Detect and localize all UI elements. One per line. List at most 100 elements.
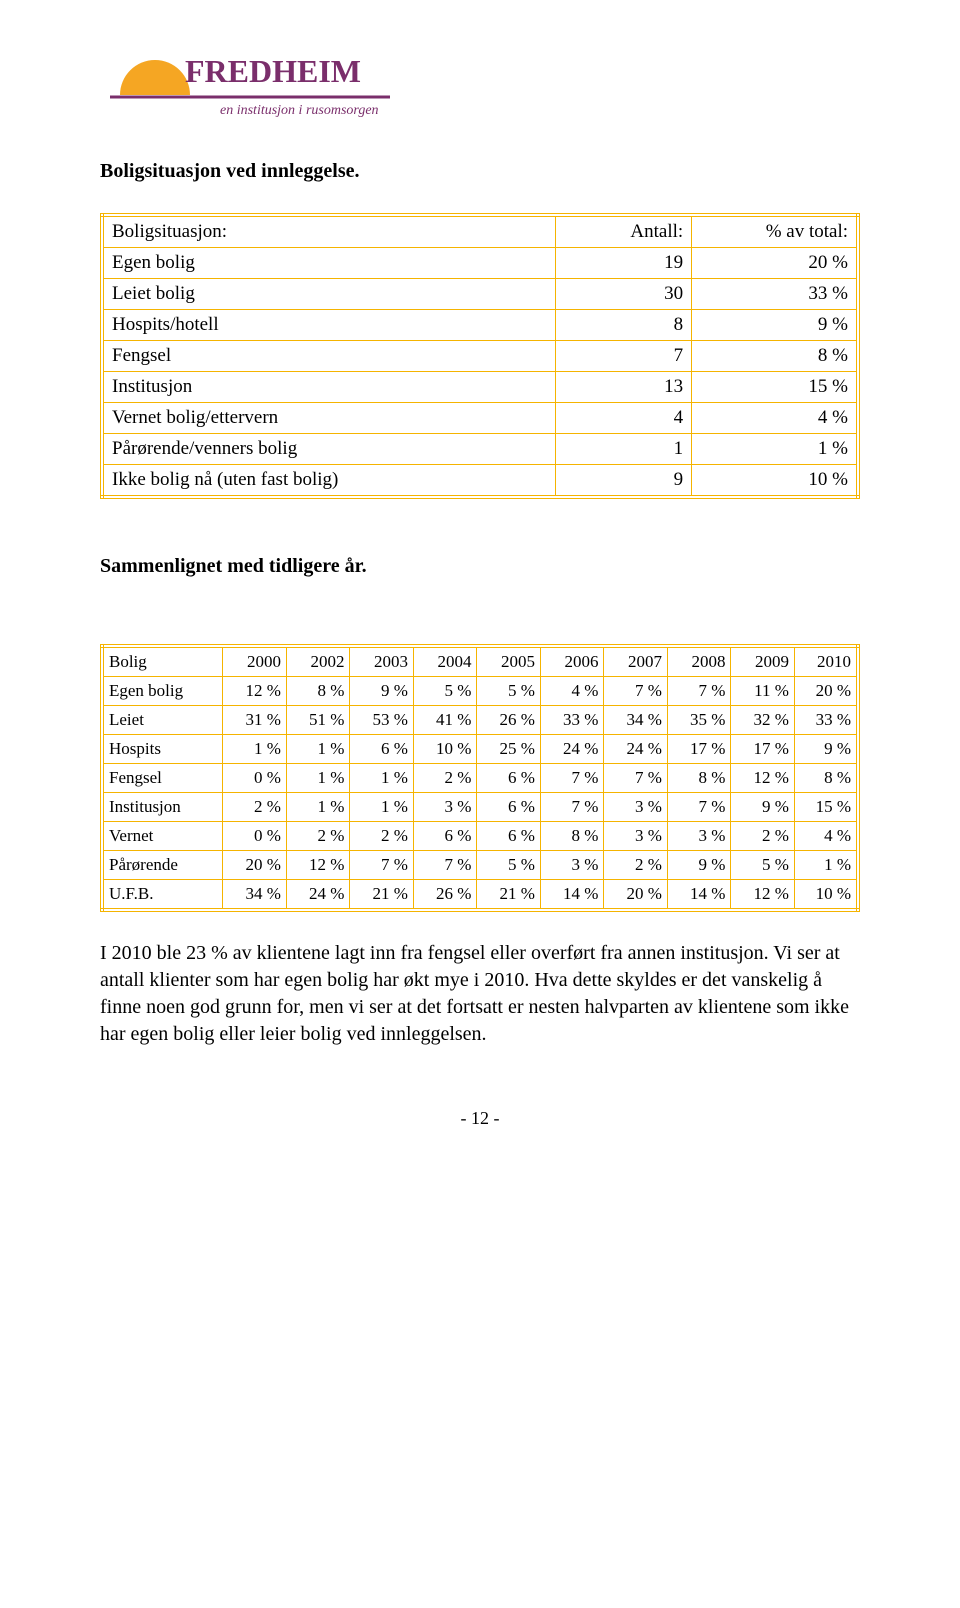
- page-number: - 12 -: [100, 1108, 860, 1129]
- table1-cell: 15 %: [692, 372, 858, 403]
- table1-cell: 8: [556, 310, 692, 341]
- table2-cell: 20 %: [604, 880, 668, 911]
- table2-cell: 3 %: [540, 851, 604, 880]
- table2-cell: 3 %: [413, 793, 477, 822]
- table-sammenlignet: Bolig20002002200320042005200620072008200…: [100, 644, 860, 912]
- table2-cell: 24 %: [604, 735, 668, 764]
- table2-cell: 9 %: [667, 851, 731, 880]
- sun-icon: [120, 60, 190, 95]
- table1-cell: Leiet bolig: [102, 279, 556, 310]
- table2-header-cell: Bolig: [102, 646, 223, 677]
- table2-cell: 34 %: [223, 880, 287, 911]
- table2-cell: 8 %: [540, 822, 604, 851]
- table1-cell: 1 %: [692, 434, 858, 465]
- table2-cell: 1 %: [286, 793, 350, 822]
- table2-cell: 33 %: [794, 706, 858, 735]
- table2-cell: 2 %: [604, 851, 668, 880]
- section1-heading: Boligsituasjon ved innleggelse.: [100, 160, 860, 183]
- table2-cell: 20 %: [223, 851, 287, 880]
- table2-cell: 9 %: [731, 793, 795, 822]
- table2-cell: 4 %: [540, 677, 604, 706]
- table2-cell: 6 %: [477, 793, 541, 822]
- table2-cell: 20 %: [794, 677, 858, 706]
- table2-cell: Egen bolig: [102, 677, 223, 706]
- table2-cell: Leiet: [102, 706, 223, 735]
- table2-cell: 2 %: [731, 822, 795, 851]
- table2-cell: 7 %: [350, 851, 414, 880]
- table2-cell: Pårørende: [102, 851, 223, 880]
- table1-cell: 7: [556, 341, 692, 372]
- table2-header-cell: 2010: [794, 646, 858, 677]
- table2-cell: 25 %: [477, 735, 541, 764]
- table2-header-cell: 2003: [350, 646, 414, 677]
- table2-cell: 10 %: [794, 880, 858, 911]
- table2-cell: Hospits: [102, 735, 223, 764]
- table2-cell: 24 %: [286, 880, 350, 911]
- table2-cell: U.F.B.: [102, 880, 223, 911]
- table1-cell: 20 %: [692, 248, 858, 279]
- table1-cell: Pårørende/venners bolig: [102, 434, 556, 465]
- table2-cell: 6 %: [413, 822, 477, 851]
- table1-cell: 33 %: [692, 279, 858, 310]
- table2-cell: 2 %: [286, 822, 350, 851]
- table2-cell: 17 %: [667, 735, 731, 764]
- table2-header-cell: 2005: [477, 646, 541, 677]
- table2-cell: 7 %: [413, 851, 477, 880]
- table2-cell: 21 %: [350, 880, 414, 911]
- table1-cell: Vernet bolig/ettervern: [102, 403, 556, 434]
- table2-cell: 7 %: [667, 793, 731, 822]
- table2-cell: Vernet: [102, 822, 223, 851]
- table1-cell: 10 %: [692, 465, 858, 498]
- table2-cell: 12 %: [223, 677, 287, 706]
- table2-cell: 0 %: [223, 764, 287, 793]
- table2-cell: 5 %: [413, 677, 477, 706]
- table2-cell: 31 %: [223, 706, 287, 735]
- table1-cell: Fengsel: [102, 341, 556, 372]
- table1-cell: Institusjon: [102, 372, 556, 403]
- table1-header-cell: % av total:: [692, 215, 858, 248]
- table2-cell: 33 %: [540, 706, 604, 735]
- table2-cell: 7 %: [604, 677, 668, 706]
- table2-cell: 1 %: [350, 764, 414, 793]
- logo-svg: FREDHEIM en institusjon i rusomsorgen: [110, 40, 390, 130]
- table2-cell: 35 %: [667, 706, 731, 735]
- logo-brand-text: FREDHEIM: [185, 53, 361, 89]
- table2-header-cell: 2000: [223, 646, 287, 677]
- table2-cell: 12 %: [731, 764, 795, 793]
- table2-cell: 24 %: [540, 735, 604, 764]
- table2-cell: 1 %: [794, 851, 858, 880]
- table-boligsituasjon: Boligsituasjon:Antall:% av total:Egen bo…: [100, 213, 860, 499]
- table2-cell: 7 %: [540, 793, 604, 822]
- table1-cell: 4: [556, 403, 692, 434]
- table1-header-cell: Boligsituasjon:: [102, 215, 556, 248]
- table2-cell: 1 %: [350, 793, 414, 822]
- table2-cell: 7 %: [540, 764, 604, 793]
- table2-cell: 1 %: [286, 764, 350, 793]
- table2-cell: 6 %: [477, 822, 541, 851]
- table2-cell: 26 %: [413, 880, 477, 911]
- table2-header-cell: 2008: [667, 646, 731, 677]
- table2-header-cell: 2009: [731, 646, 795, 677]
- table1-cell: Hospits/hotell: [102, 310, 556, 341]
- table2-cell: 15 %: [794, 793, 858, 822]
- table1-cell: 9 %: [692, 310, 858, 341]
- table2-cell: 10 %: [413, 735, 477, 764]
- table2-cell: 51 %: [286, 706, 350, 735]
- table2-cell: 9 %: [794, 735, 858, 764]
- table2-header-cell: 2007: [604, 646, 668, 677]
- table2-cell: 21 %: [477, 880, 541, 911]
- table2-cell: 17 %: [731, 735, 795, 764]
- table2-cell: 14 %: [540, 880, 604, 911]
- section2-heading: Sammenlignet med tidligere år.: [100, 555, 860, 578]
- table2-cell: 34 %: [604, 706, 668, 735]
- body-paragraph: I 2010 ble 23 % av klientene lagt inn fr…: [100, 940, 860, 1048]
- table2-cell: 0 %: [223, 822, 287, 851]
- table2-cell: 3 %: [667, 822, 731, 851]
- table2-header-cell: 2002: [286, 646, 350, 677]
- table2-cell: 12 %: [286, 851, 350, 880]
- table2-cell: 8 %: [794, 764, 858, 793]
- table2-cell: 2 %: [350, 822, 414, 851]
- table1-cell: 30: [556, 279, 692, 310]
- table2-cell: 1 %: [286, 735, 350, 764]
- table2-cell: 7 %: [604, 764, 668, 793]
